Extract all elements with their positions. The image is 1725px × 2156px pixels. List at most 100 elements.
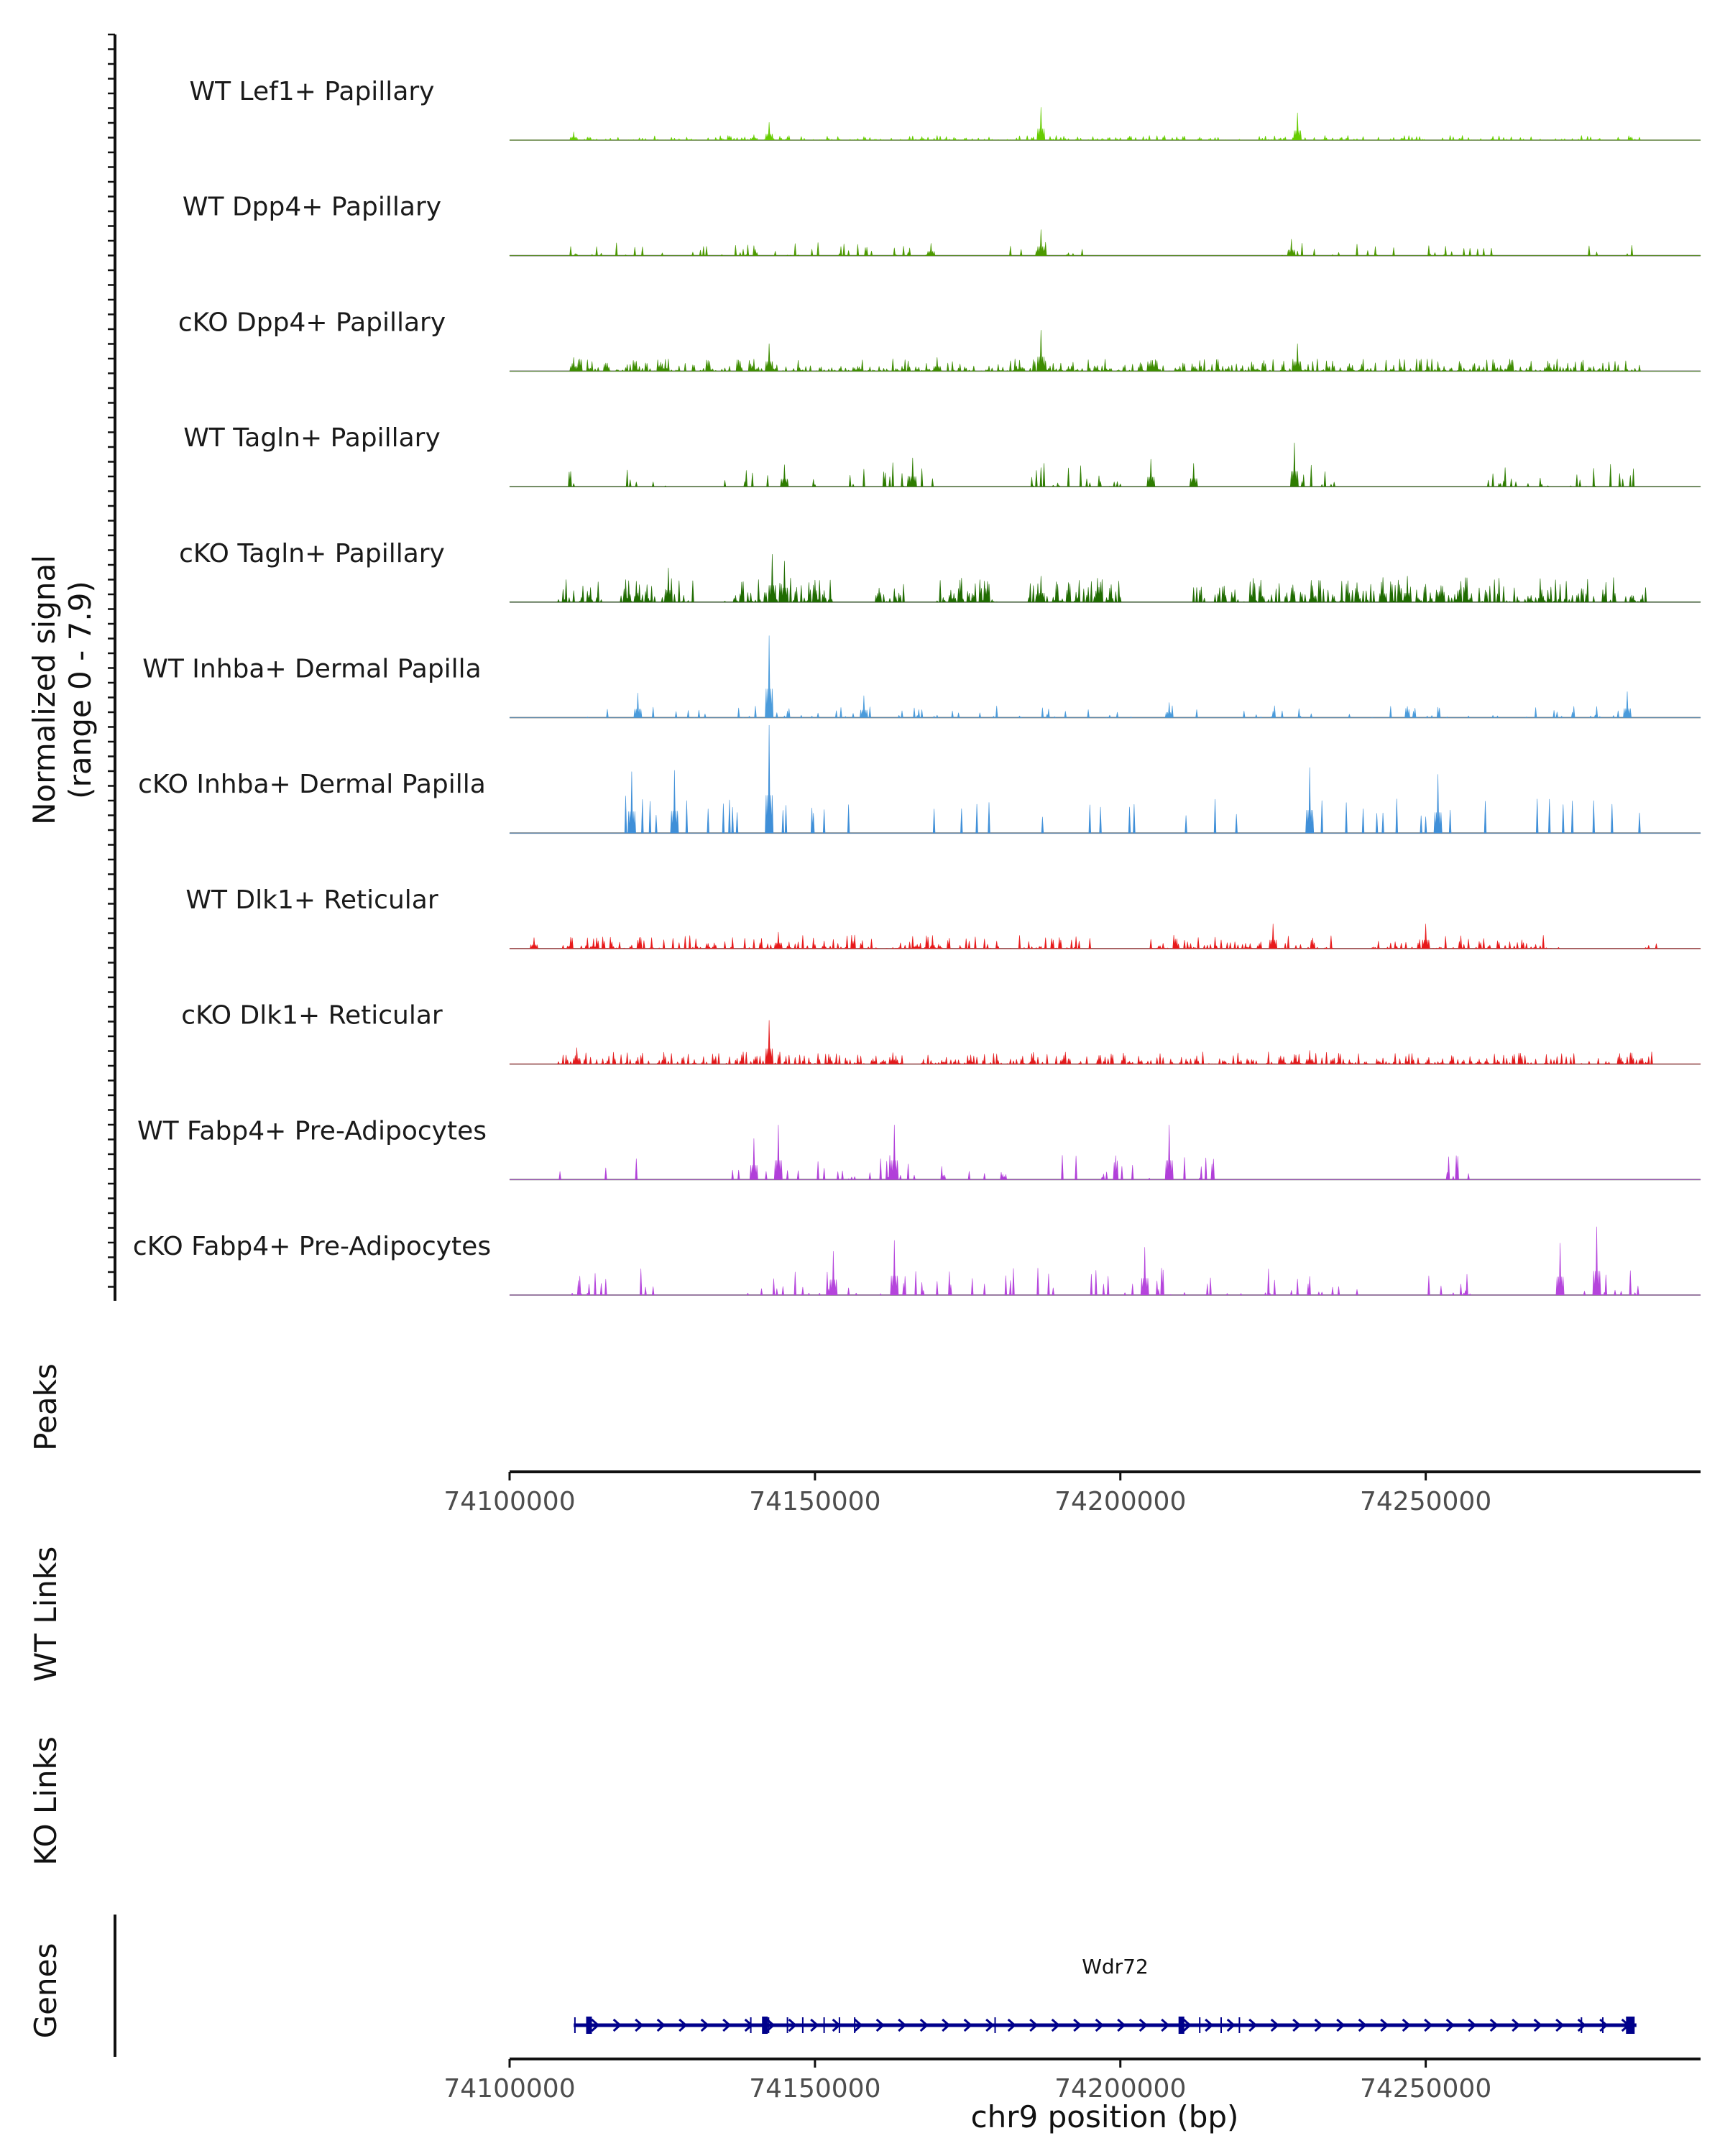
gene-exon: [1178, 2017, 1184, 2034]
signal-track: WT Dlk1+ Reticular: [185, 885, 1701, 949]
signal-axis-ticks: [108, 33, 115, 1288]
signal-track: cKO Inhba+ Dermal Papilla: [138, 724, 1701, 834]
x-tick-label: 74250000: [1360, 1487, 1491, 1516]
strand-arrow: [1445, 2018, 1455, 2032]
strand-arrow: [1533, 2018, 1542, 2032]
track-label: WT Lef1+ Papillary: [190, 77, 435, 106]
strand-arrow: [810, 2018, 819, 2032]
gene-name: Wdr72: [1082, 1955, 1149, 1978]
peaks-panel-label: Peaks: [28, 1363, 63, 1451]
gene-exon: [823, 2017, 825, 2033]
track-label: WT Dpp4+ Papillary: [183, 193, 441, 222]
strand-arrow: [591, 2018, 600, 2032]
coverage-area: [509, 635, 1701, 718]
signal-axis-title: Normalized signal: [27, 555, 62, 825]
strand-arrow: [1380, 2018, 1389, 2032]
strand-arrow: [1182, 2018, 1192, 2032]
coverage-area: [509, 1020, 1701, 1064]
gene-exon: [768, 2017, 770, 2033]
coverage-area: [509, 107, 1701, 141]
strand-arrow: [1336, 2018, 1346, 2032]
strand-arrow: [898, 2018, 907, 2032]
strand-arrow: [854, 2018, 863, 2032]
coverage-area: [509, 554, 1701, 603]
x-tick-label: 74150000: [749, 2074, 880, 2104]
signal-track: WT Dpp4+ Papillary: [183, 193, 1701, 257]
strand-arrow: [1007, 2018, 1016, 2032]
strand-arrow: [1292, 2018, 1302, 2032]
strand-arrow: [1555, 2018, 1565, 2032]
track-label: cKO Dlk1+ Reticular: [181, 1001, 443, 1031]
gene-exon: [1199, 2017, 1201, 2033]
signal-track: WT Lef1+ Papillary: [190, 77, 1701, 141]
wt-links-panel-label: WT Links: [28, 1547, 63, 1682]
strand-arrow: [1270, 2018, 1279, 2032]
gene-exon: [838, 2017, 840, 2033]
coverage-area: [509, 443, 1701, 487]
x-tick-label: 74150000: [749, 1487, 880, 1516]
strand-arrow: [1117, 2018, 1126, 2032]
strand-arrow: [1226, 2018, 1236, 2032]
track-label: cKO Tagln+ Papillary: [179, 539, 445, 568]
top-x-axis-ticks: 74100000 74150000 74200000 74250000: [443, 1472, 1491, 1516]
strand-arrow: [1161, 2018, 1170, 2032]
strand-arrow: [1248, 2018, 1258, 2032]
x-tick-label: 74250000: [1360, 2074, 1491, 2104]
gene-exon: [1238, 2017, 1241, 2033]
coverage-area: [509, 1226, 1701, 1296]
x-tick-label: 74200000: [1054, 2074, 1186, 2104]
signal-track: cKO Dlk1+ Reticular: [181, 1001, 1701, 1065]
strand-arrow: [1424, 2018, 1433, 2032]
gene-exon: [994, 2017, 996, 2033]
strand-arrow: [1402, 2018, 1411, 2032]
gene-track: Wdr72: [574, 1955, 1637, 2034]
x-axis-title: chr9 position (bp): [971, 2099, 1239, 2134]
signal-track: cKO Tagln+ Papillary: [179, 539, 1701, 603]
strand-arrow: [963, 2018, 972, 2032]
strand-arrow: [1314, 2018, 1323, 2032]
strand-arrow: [1029, 2018, 1039, 2032]
strand-arrow: [700, 2018, 709, 2032]
gene-exon: [586, 2017, 592, 2034]
signal-track: WT Inhba+ Dermal Papilla: [142, 635, 1701, 719]
strand-arrow: [1205, 2018, 1214, 2032]
gene-exon: [762, 2017, 768, 2034]
track-label: WT Dlk1+ Reticular: [185, 885, 438, 915]
strand-arrow: [1489, 2018, 1499, 2032]
gene-exon: [801, 2017, 804, 2033]
coverage-area: [509, 229, 1701, 256]
gene-exon: [1220, 2017, 1222, 2033]
x-tick-label: 74100000: [443, 1487, 575, 1516]
strand-arrow: [744, 2018, 753, 2032]
strand-arrow: [612, 2018, 622, 2032]
strand-arrow: [678, 2018, 688, 2032]
track-label: WT Tagln+ Papillary: [183, 423, 441, 453]
strand-arrow: [942, 2018, 951, 2032]
strand-arrow: [1138, 2018, 1148, 2032]
track-label: WT Fabp4+ Pre-Adipocytes: [137, 1116, 487, 1146]
strand-arrow: [1073, 2018, 1082, 2032]
coverage-area: [509, 1125, 1701, 1180]
gene-exon: [574, 2017, 576, 2033]
signal-track: WT Fabp4+ Pre-Adipocytes: [137, 1116, 1701, 1181]
bottom-x-axis-ticks: 74100000 74150000 74200000 74250000: [443, 2059, 1491, 2104]
coverage-tracks: WT Lef1+ Papillary WT Dpp4+ Papillary cKO …: [133, 77, 1701, 1296]
strand-arrow: [788, 2018, 797, 2032]
strand-arrow: [985, 2018, 995, 2032]
strand-arrow: [1577, 2018, 1586, 2032]
signal-track: WT Tagln+ Papillary: [183, 423, 1701, 487]
x-tick-label: 74200000: [1054, 1487, 1186, 1516]
strand-arrow: [1468, 2018, 1477, 2032]
strand-arrow: [1512, 2018, 1521, 2032]
x-tick-label: 74100000: [443, 2074, 575, 2104]
coverage-area: [509, 330, 1701, 372]
coverage-area: [509, 724, 1701, 834]
gene-exon: [1602, 2017, 1604, 2033]
gene-exon: [786, 2017, 788, 2033]
strand-arrow: [1358, 2018, 1367, 2032]
gene-exon: [750, 2017, 752, 2033]
strand-arrow: [875, 2018, 885, 2032]
track-label: WT Inhba+ Dermal Papilla: [142, 655, 481, 684]
gene-exon: [1581, 2017, 1583, 2033]
